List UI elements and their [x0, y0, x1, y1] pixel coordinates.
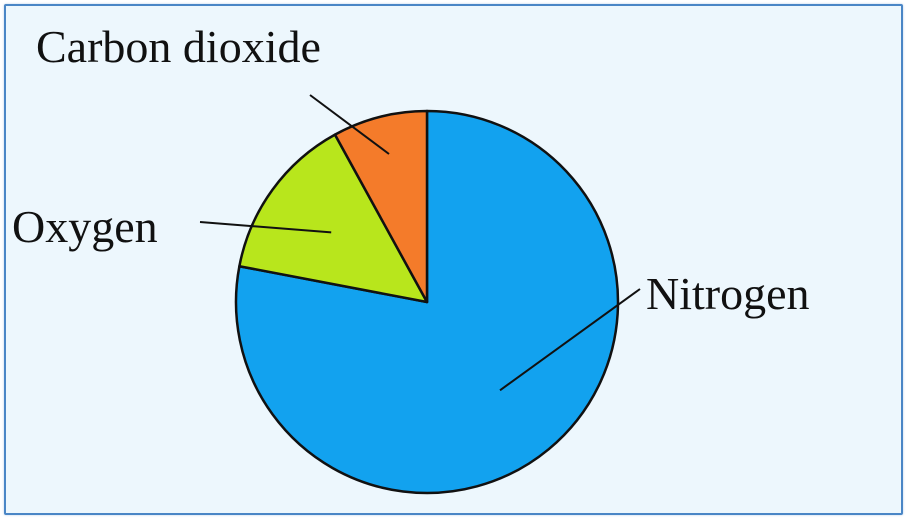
pie-slices — [234, 109, 620, 495]
leader-line-oxygen — [199, 221, 332, 234]
pie-slice-oxygen — [238, 133, 429, 304]
leader-line-carbon-dioxide — [309, 94, 390, 155]
slice-label-carbon-dioxide: Carbon dioxide — [36, 21, 321, 72]
leader-lines — [199, 94, 641, 392]
leader-line-nitrogen — [499, 288, 641, 392]
slice-label-oxygen: Oxygen — [12, 201, 158, 252]
slice-label-nitrogen: Nitrogen — [646, 268, 810, 319]
pie-slice-nitrogen — [234, 109, 620, 495]
pie-slice-carbon-dioxide — [333, 109, 429, 304]
